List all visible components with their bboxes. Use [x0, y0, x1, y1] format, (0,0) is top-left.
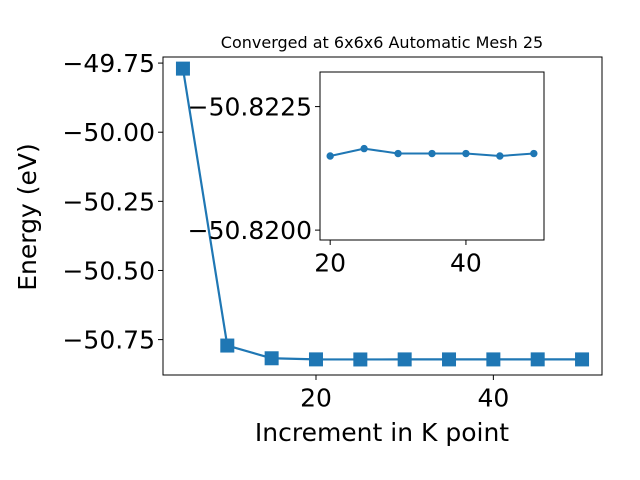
inset-data-point — [530, 149, 538, 158]
chart-title: Converged at 6x6x6 Automatic Mesh 25 — [221, 33, 543, 52]
inset-data-point — [326, 152, 334, 160]
data-point — [575, 352, 590, 367]
inset-x-tick-label: 20 — [314, 248, 346, 277]
inset-data-point — [360, 144, 368, 153]
y-axis-label: Energy (eV) — [13, 143, 42, 290]
x-tick-label: 20 — [300, 383, 332, 412]
data-point — [220, 338, 235, 353]
series-line — [181, 68, 583, 361]
x-axis-label: Increment in K point — [255, 418, 509, 447]
y-tick-label: −50.00 — [62, 118, 155, 147]
x-tick-label: 40 — [477, 383, 509, 412]
inset-plot: 20 40 −50.8225 −50.8200 — [188, 71, 545, 277]
inset-y-tick-label: −50.8225 — [188, 93, 312, 122]
data-point — [308, 352, 323, 367]
y-tick-label: −50.75 — [62, 326, 155, 355]
y-tick-label: −50.50 — [62, 256, 155, 285]
data-point — [353, 352, 368, 367]
y-tick-label: −49.75 — [62, 49, 155, 78]
inset-data-point — [496, 152, 504, 160]
data-point — [264, 351, 279, 366]
data-point — [442, 352, 457, 367]
inset-x-tick-label: 40 — [450, 248, 482, 277]
data-point — [486, 352, 501, 367]
inset-y-tick-label: −50.8200 — [188, 216, 312, 245]
data-point — [530, 352, 545, 367]
data-point — [397, 352, 412, 367]
inset-data-point — [394, 149, 402, 158]
inset-data-point — [462, 149, 470, 158]
data-point — [175, 61, 190, 76]
y-tick-label: −50.25 — [62, 187, 155, 216]
inset-data-point — [428, 149, 436, 158]
